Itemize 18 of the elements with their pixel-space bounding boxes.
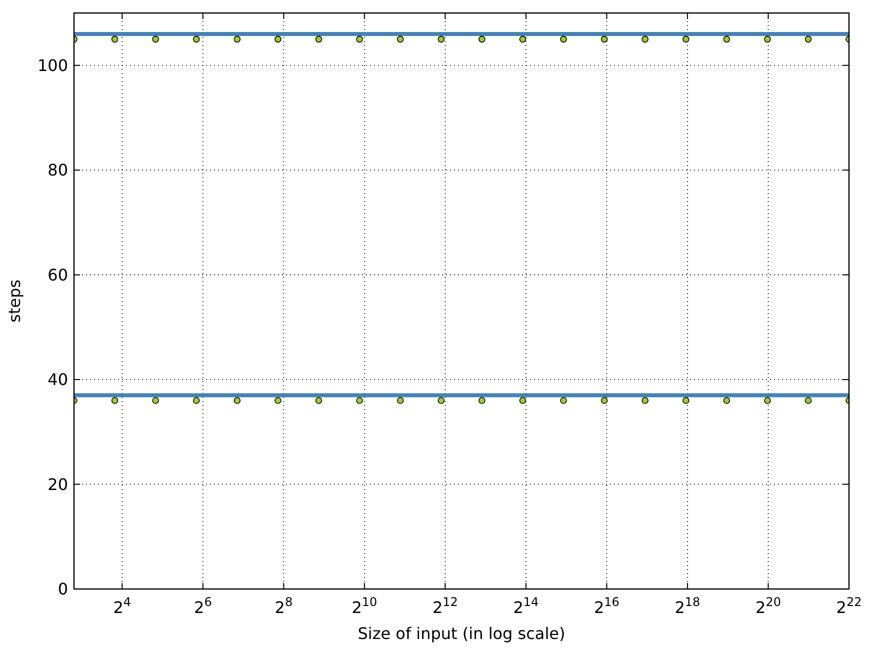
y-tick-label: 100 — [37, 56, 68, 75]
x-axis-title: Size of input (in log scale) — [358, 624, 566, 643]
x-tick-label: 2$^{6}$ — [194, 595, 212, 617]
y-tick-label: 40 — [48, 370, 68, 390]
x-tick-label: 2$^{20}$ — [756, 595, 781, 617]
x-tick-label: 2$^{22}$ — [836, 595, 862, 617]
x-tick-label: 2$^{14}$ — [513, 595, 539, 617]
x-tick-label: 2$^{8}$ — [274, 595, 293, 617]
x-tick-label: 2$^{4}$ — [113, 595, 132, 617]
y-axis-title: steps — [5, 280, 24, 322]
x-tick-label: 2$^{18}$ — [674, 595, 700, 617]
y-tick-label: 60 — [48, 265, 68, 284]
x-tick-label: 2$^{12}$ — [432, 595, 458, 617]
x-tick-label: 2$^{16}$ — [594, 595, 620, 617]
x-tick-label: 2$^{10}$ — [352, 595, 378, 617]
y-tick-label: 80 — [48, 160, 68, 180]
y-tick-label: 0 — [58, 580, 68, 599]
y-tick-label: 20 — [48, 474, 68, 494]
